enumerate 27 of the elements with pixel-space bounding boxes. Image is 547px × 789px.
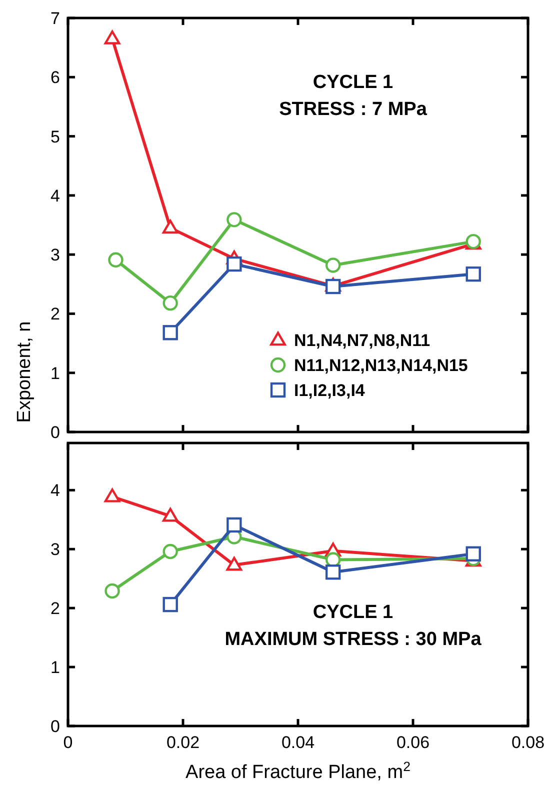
legend-label: N1,N4,N7,N8,N11 <box>294 331 430 350</box>
x-tick-label: 0.08 <box>511 733 545 752</box>
y-tick-label: 3 <box>50 246 60 265</box>
legend-label: N11,N12,N13,N14,N15 <box>294 356 468 375</box>
y-tick-label: 3 <box>50 540 60 560</box>
x-tick-label: 0.04 <box>281 733 315 752</box>
y-tick-label: 4 <box>50 481 60 500</box>
x-tick-label: 0.02 <box>166 733 200 752</box>
annotation: CYCLE 1 <box>312 72 394 93</box>
y-tick-label: 0 <box>50 717 60 736</box>
x-tick-label: 0.06 <box>396 733 430 752</box>
y-tick-label: 0 <box>50 423 60 442</box>
y-axis-title: Exponent, n <box>14 321 35 423</box>
legend-label: I1,I2,I3,I4 <box>294 381 366 400</box>
annotation: STRESS : 7 MPa <box>279 99 428 120</box>
y-tick-label: 1 <box>50 658 60 678</box>
y-tick-label: 6 <box>50 68 60 88</box>
y-tick-label: 2 <box>50 304 60 324</box>
y-tick-label: 2 <box>50 599 60 618</box>
annotation: MAXIMUM STRESS : 30 MPa <box>224 629 482 650</box>
x-tick-label: 0 <box>63 733 73 752</box>
y-tick-label: 5 <box>50 127 60 146</box>
y-tick-label: 4 <box>50 186 60 206</box>
x-axis-title: Area of Fracture Plane, m$^{2}$ <box>186 758 410 783</box>
annotation: CYCLE 1 <box>312 602 394 623</box>
y-tick-label: 1 <box>50 364 60 383</box>
y-tick-label: 7 <box>50 9 60 28</box>
